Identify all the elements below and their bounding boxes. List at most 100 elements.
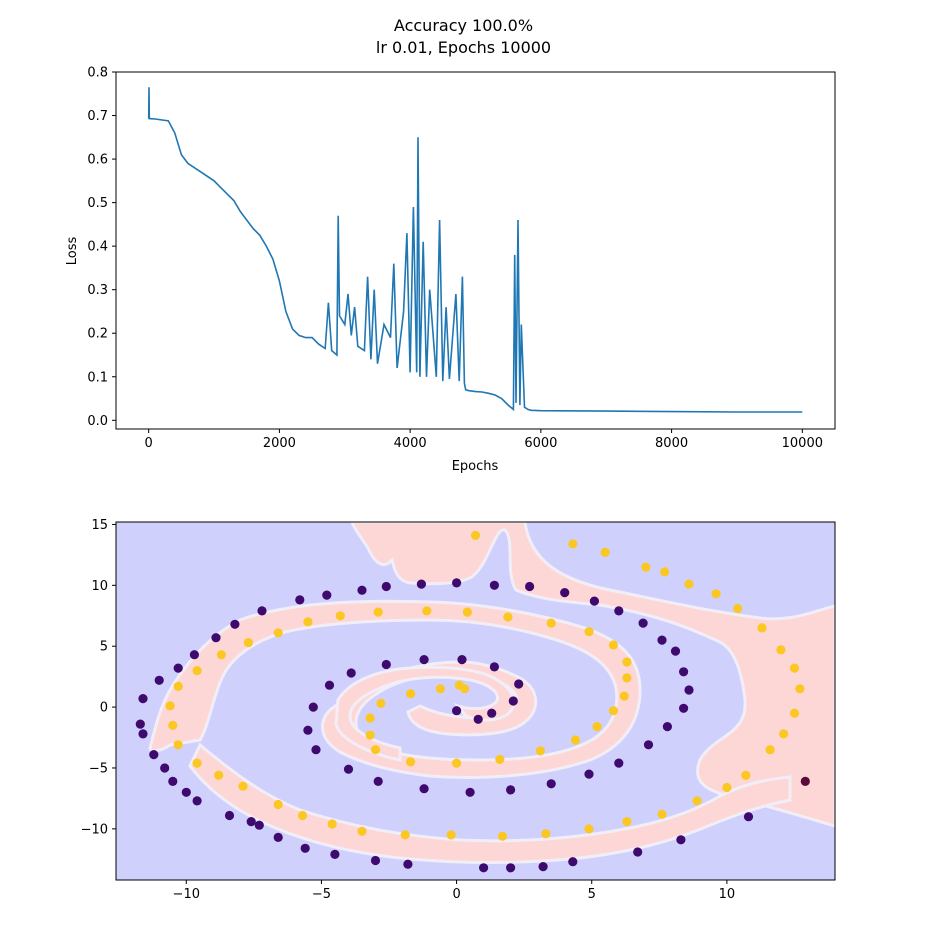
class-1-point — [192, 666, 202, 676]
class-0-point — [330, 849, 340, 860]
class-1-point — [570, 735, 581, 745]
class-1-point — [622, 673, 632, 683]
class-0-point — [138, 729, 148, 739]
class-0-point — [684, 685, 694, 695]
boundary-x-tick-label: 10 — [719, 887, 736, 902]
class-0-point — [403, 859, 413, 869]
figure-title-line-2: lr 0.01, Epochs 10000 — [375, 38, 552, 57]
class-1-point — [495, 754, 505, 765]
class-1-point — [660, 567, 670, 577]
class-1-point — [373, 607, 383, 617]
loss-x-tick-label: 2000 — [263, 436, 296, 451]
loss-y-tick-label: 0.1 — [87, 370, 108, 385]
class-0-point — [230, 619, 240, 629]
class-1-point — [357, 826, 367, 836]
class-0-point — [173, 663, 183, 673]
class-1-point — [592, 722, 602, 732]
class-0-point — [614, 758, 624, 768]
class-0-point — [357, 585, 367, 595]
class-1-point — [622, 817, 632, 827]
class-0-point — [662, 722, 673, 732]
class-1-point — [238, 781, 248, 791]
class-1-point — [216, 650, 226, 660]
loss-y-tick-label: 0.4 — [87, 240, 108, 255]
class-0-point — [473, 714, 483, 724]
class-0-point — [546, 779, 556, 789]
class-0-point — [373, 776, 383, 787]
class-0-point — [614, 606, 624, 616]
class-0-point — [676, 835, 686, 845]
class-0-point — [149, 750, 159, 760]
class-1-point — [435, 684, 445, 694]
class-1-point — [273, 799, 283, 810]
class-1-point — [657, 809, 667, 819]
class-1-point — [789, 708, 800, 718]
region-class-0-top-pocket — [552, 649, 575, 659]
class-1-point — [462, 607, 472, 617]
class-1-point — [741, 770, 751, 780]
class-0-point — [135, 719, 145, 729]
class-1-point — [168, 720, 178, 731]
class-0-point — [346, 668, 356, 678]
decision-boundary-chart: −10 −5 0 5 10 −10 −5 0 5 10 15 — [81, 518, 836, 902]
class-1-point — [600, 547, 610, 558]
class-0-point — [168, 776, 178, 787]
class-1-point — [273, 628, 283, 638]
class-0-point — [370, 855, 381, 866]
class-0-point — [568, 857, 578, 867]
class-0-point — [560, 588, 570, 598]
boundary-y-tick-label: 15 — [91, 518, 108, 533]
class-0-point — [211, 633, 221, 643]
class-1-point — [608, 640, 619, 650]
region-class-1-outer — [350, 522, 835, 828]
class-1-point — [365, 730, 375, 740]
class-1-point — [422, 606, 432, 616]
class-0-point — [584, 769, 594, 779]
class-0-point — [322, 590, 332, 600]
boundary-y-tick-label: 0 — [100, 701, 108, 716]
loss-chart: 0 2000 4000 6000 8000 10000 0.0 0.1 0.2 0.3 0.4 0.… — [65, 66, 836, 474]
loss-x-tick-label: 6000 — [524, 436, 557, 451]
class-1-point — [776, 645, 786, 655]
region-class-1-center — [334, 665, 516, 762]
class-0-point — [638, 618, 648, 628]
class-1-point — [406, 757, 416, 767]
class-0-point — [670, 646, 681, 656]
class-0-point — [154, 675, 164, 685]
class-1-point — [406, 689, 416, 699]
class-0-point — [679, 703, 689, 713]
class-1-point — [503, 612, 513, 622]
class-0-point — [181, 787, 191, 797]
class-0-point — [506, 785, 516, 795]
class-0-point — [643, 740, 654, 750]
class-1-point — [584, 627, 594, 637]
class-0-point — [419, 655, 429, 665]
class-1-point — [733, 603, 743, 614]
loss-y-axis-label: Loss — [65, 237, 80, 266]
class-0-point — [525, 581, 535, 592]
boundary-x-tick-label: −10 — [173, 887, 200, 902]
class-0-point — [246, 817, 256, 827]
class-1-point — [722, 782, 732, 793]
class-1-point — [757, 623, 767, 633]
class-0-point — [254, 820, 264, 830]
loss-x-tick-label: 0 — [145, 436, 153, 451]
class-0-point — [489, 662, 499, 672]
class-0-point — [514, 679, 524, 689]
class-0-point — [743, 812, 754, 822]
class-0-point — [506, 863, 516, 873]
class-1-point — [365, 713, 375, 723]
class-1-point — [370, 745, 381, 755]
loss-plot-frame — [115, 71, 836, 430]
class-1-point — [165, 701, 175, 711]
class-1-point — [541, 829, 551, 839]
figure-title-line-1: Accuracy 100.0% — [393, 16, 534, 35]
loss-series-line — [147, 87, 803, 413]
class-0-point — [538, 862, 548, 872]
loss-y-tick-label: 0.7 — [87, 109, 108, 124]
class-1-point — [460, 684, 470, 694]
class-1-point — [711, 589, 721, 599]
class-1-point — [497, 831, 508, 841]
class-1-point — [765, 745, 775, 755]
